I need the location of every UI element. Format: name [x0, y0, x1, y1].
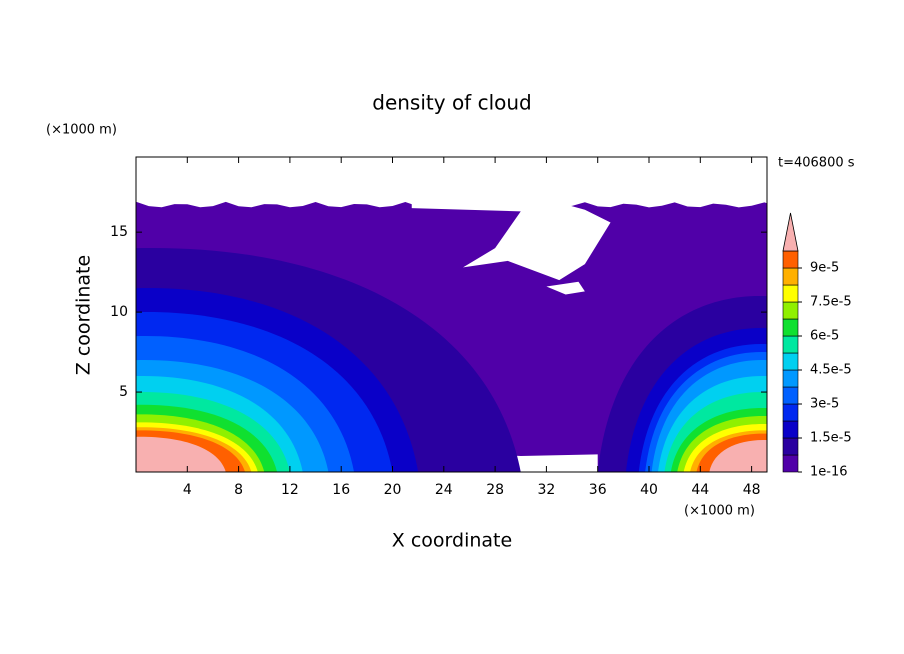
colorbar-band — [782, 437, 799, 456]
x-tick-label: 20 — [384, 482, 402, 498]
x-tick-label: 28 — [486, 482, 504, 498]
colorbar-tick-label: 9e-5 — [810, 261, 839, 276]
colorbar-band — [782, 454, 799, 473]
x-tick-label: 16 — [332, 482, 350, 498]
colorbar-tick-label: 1.5e-5 — [810, 431, 852, 446]
clear-region — [411, 192, 611, 281]
clear-region — [546, 281, 585, 295]
plot-frame — [135, 156, 768, 473]
x-axis-title: X coordinate — [392, 530, 512, 552]
x-unit: (×1000 m) — [684, 504, 755, 519]
time-label: t=406800 s — [778, 156, 855, 171]
x-tick-label: 24 — [435, 482, 453, 498]
colorbar-band — [782, 318, 799, 337]
colorbar-tick-label: 4.5e-5 — [810, 363, 852, 378]
x-tick-label: 36 — [589, 482, 607, 498]
y-unit: (×1000 m) — [46, 123, 117, 138]
x-tick-label: 32 — [537, 482, 555, 498]
y-tick-label: 10 — [110, 304, 128, 320]
colorbar-tick-label: 3e-5 — [810, 397, 839, 412]
colorbar-band — [782, 267, 799, 286]
x-tick-label: 40 — [640, 482, 658, 498]
x-tick-label: 4 — [183, 482, 192, 498]
y-tick-label: 15 — [110, 224, 128, 240]
colorbar-tick-label: 7.5e-5 — [810, 295, 852, 310]
chart-title: density of cloud — [372, 91, 531, 115]
colorbar-extend — [782, 212, 799, 252]
clear-region — [136, 157, 767, 193]
x-tick-label: 48 — [743, 482, 761, 498]
colorbar-band — [782, 284, 799, 303]
colorbar-band — [782, 403, 799, 422]
colorbar-tick-label: 6e-5 — [810, 329, 839, 344]
colorbar-band — [782, 369, 799, 388]
y-axis-title: Z coordinate — [73, 255, 95, 375]
extend-region — [709, 439, 767, 472]
x-tick-label: 8 — [234, 482, 243, 498]
colorbar-tick-label: 1e-16 — [810, 465, 848, 480]
colorbar-band — [782, 335, 799, 354]
x-tick-label: 44 — [691, 482, 709, 498]
extend-region — [136, 436, 226, 472]
y-tick-label: 5 — [119, 384, 128, 400]
colorbar-band — [782, 386, 799, 405]
contours — [136, 157, 767, 472]
colorbar-band — [782, 301, 799, 320]
x-tick-label: 12 — [281, 482, 299, 498]
colorbar-band — [782, 250, 799, 269]
colorbar-band — [782, 352, 799, 371]
colorbar-band — [782, 420, 799, 439]
